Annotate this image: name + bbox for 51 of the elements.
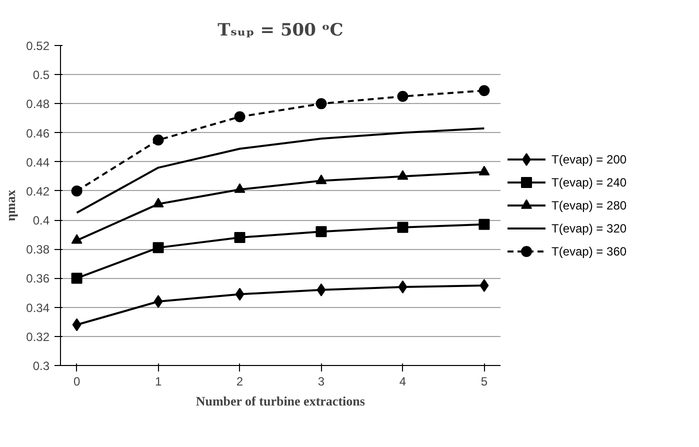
point <box>397 170 408 180</box>
point <box>235 288 244 301</box>
y-axis-title: ηmax <box>3 189 18 222</box>
y-tick-label: 0.34 <box>26 300 50 315</box>
point <box>316 174 327 184</box>
y-tick-label: 0.36 <box>26 272 50 286</box>
legend-label: T(evap) = 200 <box>552 152 627 166</box>
y-tick-label: 0.48 <box>26 97 50 112</box>
y-tick-label: 0.46 <box>26 126 50 140</box>
y-tick-label: 0.3 <box>32 359 50 373</box>
point <box>234 111 246 122</box>
point <box>478 85 490 96</box>
point <box>478 218 490 230</box>
x-tick-label: 4 <box>399 374 406 388</box>
legend-label: T(evap) = 240 <box>552 176 627 190</box>
point <box>316 283 326 296</box>
point <box>316 98 327 110</box>
x-tick-label: 3 <box>318 374 325 388</box>
point <box>234 232 246 243</box>
legend-label: T(evap) = 280 <box>552 198 627 212</box>
point <box>152 198 164 208</box>
point <box>71 185 82 196</box>
line-series <box>76 127 486 214</box>
y-tick-label: 0.42 <box>26 184 50 198</box>
point <box>478 166 490 176</box>
legend-label: T(evap) = 320 <box>552 222 627 236</box>
point <box>154 295 163 308</box>
chart-title: Tₛᵤₚ = 500 ᵒC <box>218 20 344 40</box>
legend-label: T(evap) = 360 <box>552 244 627 258</box>
y-tick-label: 0.52 <box>26 39 50 53</box>
point <box>480 279 489 292</box>
point <box>316 226 327 238</box>
point <box>72 318 82 332</box>
x-axis-title: Number of turbine extractions <box>196 394 365 408</box>
x-tick-label: 0 <box>73 374 80 388</box>
point <box>152 134 164 146</box>
x-tick-label: 2 <box>236 374 244 388</box>
point <box>152 242 164 254</box>
point <box>71 234 82 244</box>
y-tick-label: 0.38 <box>26 242 50 257</box>
point <box>397 90 408 102</box>
x-tick-label: 5 <box>480 374 488 388</box>
y-tick-label: 0.44 <box>26 155 50 170</box>
y-tick-label: 0.32 <box>26 330 50 344</box>
y-tick-label: 0.5 <box>32 68 50 82</box>
y-tick-label: 0.4 <box>32 214 50 228</box>
point <box>398 280 408 294</box>
point <box>71 272 82 284</box>
x-tick-label: 1 <box>154 374 162 388</box>
point <box>234 183 246 193</box>
point <box>397 222 408 233</box>
